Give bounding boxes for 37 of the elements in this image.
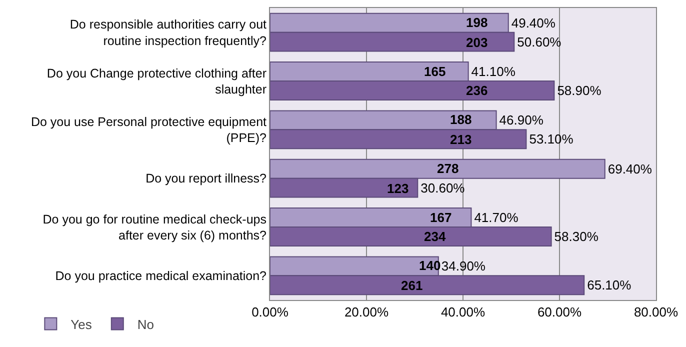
legend-label: Yes [70,316,92,332]
data-label: 41.70% [474,210,519,226]
legend-label: No [137,316,154,332]
annotation: 213 [450,132,472,147]
annotation: 198 [466,15,488,30]
y-tick-label: Do you use Personal protective equipment (PPE)? [30,114,268,146]
data-label: 41.10% [471,64,516,80]
data-label: 53.10% [529,132,574,147]
annotation: 261 [401,278,423,293]
data-label: 69.40% [608,161,652,176]
data-label: 65.10% [587,278,632,293]
data-label: 58.90% [557,82,602,98]
x-tick-label: 80.00% [634,304,678,320]
annotation: 234 [424,229,446,244]
y-tick-label: Do you go for routine medical check-ups after every six (6) months? [42,212,267,242]
annotation: 140 [419,258,441,273]
data-label: 46.90% [499,112,544,128]
y-tick-label: Do you practice medical examination? [55,269,267,284]
annotation: 123 [387,181,409,196]
annotation: 188 [450,112,472,127]
annotation: 278 [437,161,459,176]
y-tick-label: Do responsible authorities carry out routine inspection frequently? [70,18,268,48]
x-tick-label: 60.00% [537,304,582,320]
annotation: 236 [466,83,488,98]
y-tick-label: Do you report illness? [146,172,267,186]
data-label: 49.40% [511,15,556,30]
data-label: 58.30% [554,228,599,244]
data-label: 30.60% [420,180,466,196]
annotation: 203 [466,35,488,50]
annotation: 167 [430,210,452,225]
x-tick-label: 20.00% [344,304,389,320]
annotation: 165 [424,64,446,79]
data-label: 50.60% [517,34,562,50]
data-label: 34.90% [441,258,486,274]
x-tick-label: 40.00% [440,304,486,320]
x-tick-label: 0.00% [252,304,289,320]
y-tick-label: Do you Change protective clothing after slaughter [46,66,266,96]
